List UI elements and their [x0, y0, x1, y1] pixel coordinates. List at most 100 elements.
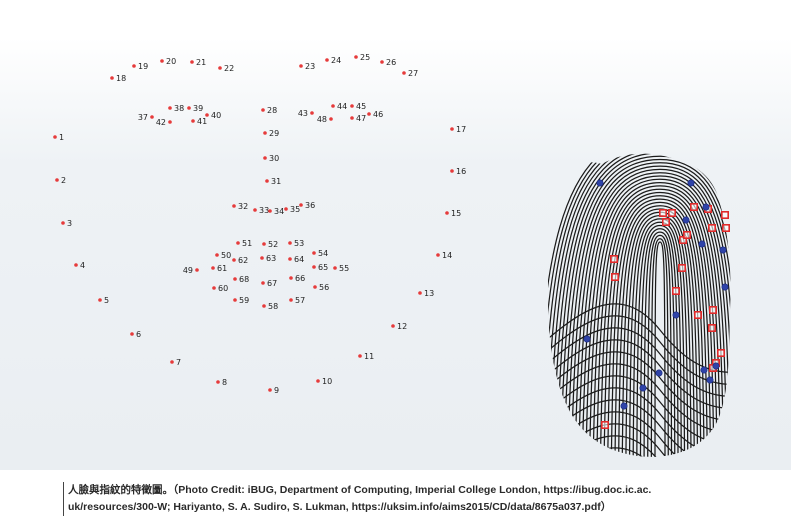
landmark-number: 61 [217, 264, 227, 273]
landmark-number: 6 [136, 330, 141, 339]
minutia-square-marker [659, 209, 668, 218]
landmark-dot [450, 127, 454, 131]
face-landmark: 51 [236, 239, 252, 248]
landmark-number: 35 [290, 205, 300, 214]
landmark-dot [261, 108, 265, 112]
fingerprint-ridge [552, 153, 731, 457]
fingerprint-ridge [548, 153, 731, 457]
landmark-dot [380, 60, 384, 64]
landmark-dot [312, 251, 316, 255]
face-landmark: 29 [263, 129, 279, 138]
landmark-number: 33 [259, 206, 269, 215]
landmark-dot [310, 111, 314, 115]
face-landmark: 1 [53, 133, 64, 142]
landmark-number: 15 [451, 209, 461, 218]
landmark-number: 46 [373, 110, 383, 119]
landmark-dot [418, 291, 422, 295]
minutia-circle-marker [596, 179, 604, 187]
landmark-number: 44 [337, 102, 347, 111]
face-landmark: 22 [218, 64, 234, 73]
landmark-number: 30 [269, 154, 279, 163]
face-landmark: 20 [160, 57, 176, 66]
landmark-dot [98, 298, 102, 302]
face-landmark: 55 [333, 264, 349, 273]
minutia-square-marker [717, 349, 726, 358]
minutia-square-marker [721, 211, 730, 220]
face-landmark: 53 [288, 239, 304, 248]
face-landmark: 65 [312, 263, 328, 272]
landmark-number: 54 [318, 249, 328, 258]
face-landmark: 58 [262, 302, 278, 311]
landmark-dot [212, 286, 216, 290]
landmark-number: 1 [59, 133, 64, 142]
fingerprint-ridge [548, 339, 731, 410]
face-landmark: 15 [445, 209, 461, 218]
landmark-dot [205, 113, 209, 117]
landmark-number: 29 [269, 129, 279, 138]
landmark-dot [168, 106, 172, 110]
landmark-number: 7 [176, 358, 181, 367]
minutia-square-marker [708, 224, 717, 233]
fingerprint-ridge [540, 460, 791, 470]
figure-caption: 人臉與指紋的特徵圖。（Photo Credit: iBUG, Departmen… [63, 482, 790, 516]
landmark-number: 50 [221, 251, 231, 260]
face-landmark: 3 [61, 219, 72, 228]
fingerprint-ridge [559, 155, 731, 457]
landmark-number: 59 [239, 296, 249, 305]
landmark-number: 22 [224, 64, 234, 73]
landmark-number: 56 [319, 283, 329, 292]
minutia-square-marker [683, 231, 692, 240]
fingerprint-ridge [548, 387, 731, 457]
landmark-number: 37 [138, 113, 148, 122]
landmark-number: 27 [408, 69, 418, 78]
face-landmark: 37 [138, 113, 154, 122]
landmark-dot [299, 64, 303, 68]
landmark-number: 40 [211, 111, 221, 120]
face-landmark: 26 [380, 58, 396, 67]
landmark-dot [268, 388, 272, 392]
fingerprint-ridge [563, 158, 731, 457]
minutia-circle-marker [687, 179, 695, 187]
fingerprint-ridge [548, 399, 731, 457]
landmark-dot [53, 135, 57, 139]
landmark-dot [331, 104, 335, 108]
minutia-circle-marker [721, 283, 729, 291]
landmark-dot [232, 204, 236, 208]
face-landmark: 31 [265, 177, 281, 186]
face-landmark: 18 [110, 74, 126, 83]
face-landmark: 8 [216, 378, 227, 387]
landmark-number: 58 [268, 302, 278, 311]
face-landmark: 40 [205, 111, 221, 120]
face-landmark: 2 [55, 176, 66, 185]
face-landmark: 5 [98, 296, 109, 305]
landmark-dot [325, 58, 329, 62]
face-landmark: 27 [402, 69, 418, 78]
face-landmark: 61 [211, 264, 227, 273]
fingerprint-ridge [581, 175, 731, 457]
minutia-square-marker [668, 209, 677, 218]
fingerprint-ridge [632, 221, 686, 457]
fingerprint-ridge [548, 153, 731, 457]
face-landmark: 9 [268, 386, 279, 395]
fingerprint-ridge [548, 303, 731, 374]
face-landmark: 63 [260, 254, 276, 263]
landmark-dot [391, 324, 395, 328]
landmark-dot [450, 169, 454, 173]
landmark-dot [233, 298, 237, 302]
face-landmark: 33 [253, 206, 269, 215]
face-landmark: 21 [190, 58, 206, 67]
landmark-number: 5 [104, 296, 109, 305]
fingerprint-minutiae-diagram [540, 153, 791, 470]
caption-line-2: uk/resources/300-W; Hariyanto, S. A. Sud… [68, 501, 612, 513]
landmark-dot [187, 106, 191, 110]
landmark-dot [190, 60, 194, 64]
minutia-circle-marker [583, 335, 591, 343]
minutia-circle-marker [700, 366, 708, 374]
landmark-number: 49 [183, 266, 193, 275]
face-landmark: 47 [350, 114, 366, 123]
landmark-number: 38 [174, 104, 184, 113]
landmark-number: 43 [298, 109, 308, 118]
landmark-dot [74, 263, 78, 267]
face-landmark: 36 [299, 201, 315, 210]
landmark-dot [236, 241, 240, 245]
